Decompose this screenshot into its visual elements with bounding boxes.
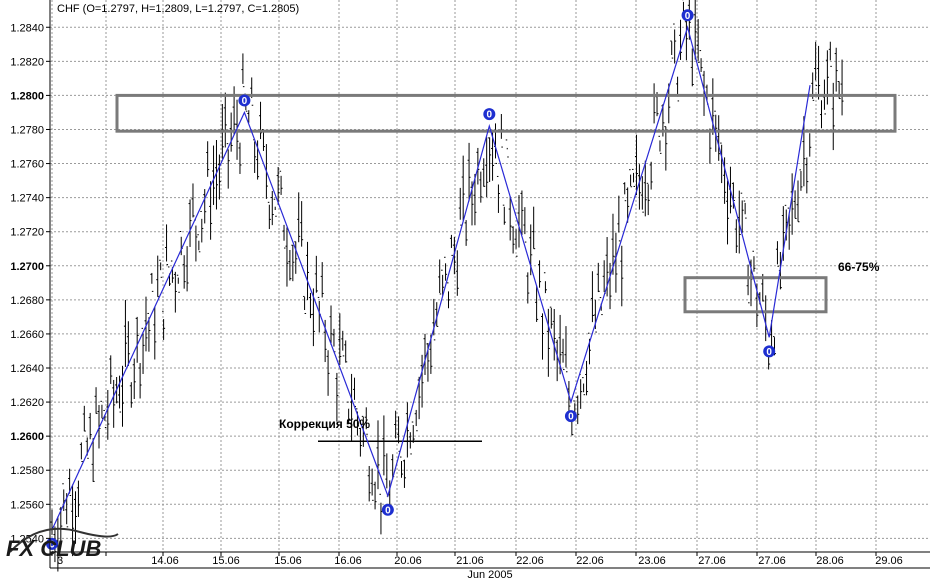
pivot-marker [681, 9, 694, 22]
y-tick-label: 1.2560 [10, 499, 44, 511]
zigzag-line [51, 25, 811, 531]
y-axis: 1.2540 1.2560 1.2580 1.2600 1.2620 1.2640 1.26… [10, 0, 51, 568]
pivot-label: 0 [242, 96, 248, 107]
x-tick-label: 20.06 [394, 555, 422, 567]
y-tick-label: 1.2660 [10, 329, 44, 341]
pivot-label: 0 [385, 505, 391, 516]
y-tick-label: 1.2760 [10, 159, 44, 171]
pivot-marker [483, 108, 496, 121]
y-tick-label: 1.2700 [10, 261, 44, 273]
x-tick-label: 15.06 [274, 555, 302, 567]
pivot-marker [238, 94, 251, 107]
x-tick-label: 29.06 [875, 555, 903, 567]
x-tick-label: 27.06 [698, 555, 726, 567]
x-tick-label: 3 [57, 555, 63, 567]
x-tick-label: 23.06 [638, 555, 666, 567]
y-tick-label: 1.2620 [10, 397, 44, 409]
y-tick-label: 1.2680 [10, 295, 44, 307]
resistance-zone [115, 93, 897, 133]
zigzag-polyline [51, 25, 811, 531]
pivot-marker [46, 537, 58, 550]
y-tick-label: 1.2720 [10, 227, 44, 239]
pivot-label: 0 [568, 412, 574, 423]
pivot-label: 0 [685, 11, 691, 22]
support-zone-label: 66-75% [838, 260, 880, 274]
x-tick-label: 21.06 [456, 555, 484, 567]
x-tick-label: 27.06 [758, 555, 786, 567]
fxclub-logo: FX CLUB [6, 527, 119, 561]
support-zone [683, 276, 828, 314]
grid-lines [50, 0, 930, 552]
y-tick-label: 1.2740 [10, 193, 44, 205]
x-axis-label: Jun 2005 [467, 569, 512, 581]
logo-swoosh [9, 527, 119, 553]
x-tick-label: 22.06 [576, 555, 604, 567]
x-axis: 3 14.06 15.06 15.06 16.06 20.06 21.06 22.06 22.0… [50, 551, 930, 569]
y-tick-label: 1.2640 [10, 363, 44, 375]
x-tick-label: 16.06 [334, 555, 362, 567]
logo-text: FX CLUB [6, 536, 101, 561]
pivot-marker [564, 410, 577, 423]
chart-info: CHF (O=1.2797, H=1.2809, L=1.2797, C=1.2… [57, 3, 299, 15]
x-tick-label: 15.06 [212, 555, 240, 567]
y-tick-label: 1.2580 [10, 465, 44, 477]
zones [115, 93, 897, 443]
y-tick-label: 1.2540 [10, 533, 44, 545]
y-tick-label: 1.2800 [10, 90, 44, 102]
pivot-marker [763, 345, 776, 358]
y-tick-label: 1.2600 [10, 431, 44, 443]
pivot-label: 0 [49, 539, 55, 550]
x-tick-label: 28.06 [816, 555, 844, 567]
price-bars [50, 0, 844, 572]
y-tick-label: 1.2780 [10, 124, 44, 136]
pivot-marker [381, 503, 394, 516]
x-tick-label: 14.06 [151, 555, 179, 567]
pivot-label: 0 [487, 110, 493, 121]
y-tick-label: 1.2840 [10, 22, 44, 34]
pivot-label: 0 [766, 347, 772, 358]
y-tick-label: 1.2820 [10, 56, 44, 68]
pivot-markers: 0 0 0 0 0 0 0 [46, 9, 776, 550]
x-tick-label: 22.06 [516, 555, 544, 567]
fib-correction-label: Коррекция 50% [279, 417, 370, 431]
